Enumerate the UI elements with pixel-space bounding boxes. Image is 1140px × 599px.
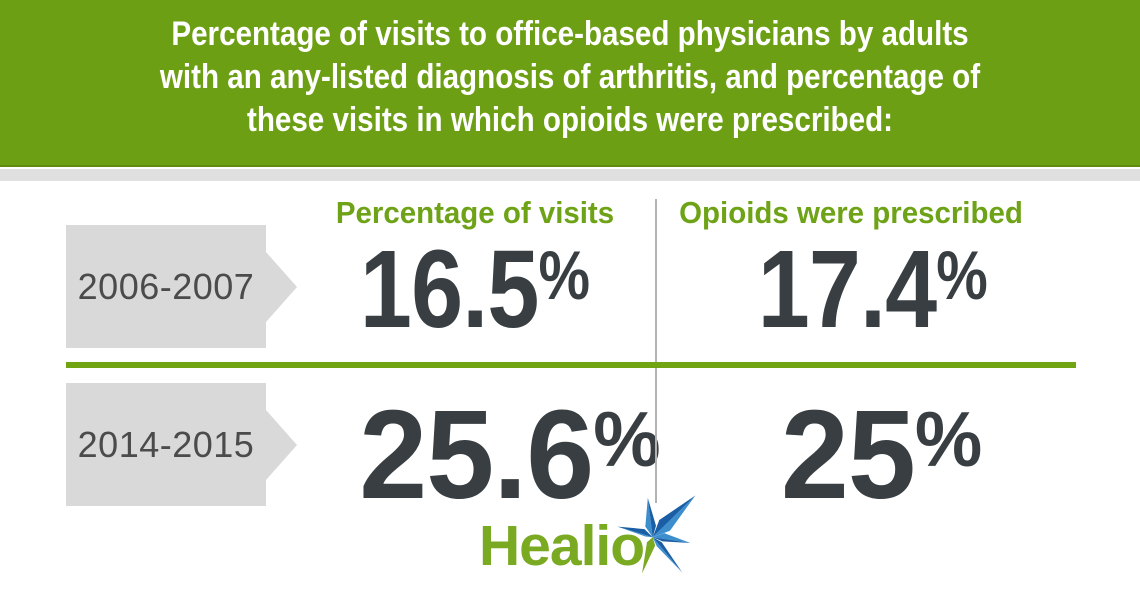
- title-line-3: these visits in which opioids were presc…: [246, 101, 894, 139]
- title-line-2: with an any-listed diagnosis of arthriti…: [159, 58, 981, 96]
- period-tag: 2006-2007: [66, 225, 297, 348]
- column-header-percentage-of-visits: Percentage of visits: [335, 195, 615, 230]
- value-number: 25.6: [359, 384, 594, 525]
- value-visits-2014-2015: 25.6%: [316, 392, 704, 518]
- value-number: 16.5: [359, 228, 539, 351]
- value-opioids-2006-2007: 17.4%: [703, 235, 1043, 345]
- header-band: [0, 0, 1140, 167]
- healio-logo-wordmark: Healio: [479, 514, 645, 578]
- value-number: 25: [780, 384, 916, 525]
- title-line-1: Percentage of visits to office-based phy…: [171, 15, 969, 53]
- value-visits-2006-2007: 16.5%: [305, 235, 645, 345]
- percent-sign: %: [936, 237, 988, 314]
- horizontal-divider: [66, 362, 1076, 368]
- arrow-right-icon: [266, 409, 297, 480]
- period-tag: 2014-2015: [66, 383, 297, 506]
- percent-sign: %: [538, 237, 591, 314]
- percent-sign: %: [593, 394, 661, 483]
- percent-sign: %: [914, 394, 983, 483]
- healio-star-icon: [617, 495, 696, 574]
- value-number: 17.4: [757, 228, 937, 351]
- header-shadow-strip: [0, 169, 1140, 181]
- vertical-divider: [655, 199, 657, 503]
- infographic-title: Percentage of visits to office-based phy…: [0, 13, 1140, 142]
- period-label: 2014-2015: [77, 423, 255, 465]
- arrow-right-icon: [266, 251, 297, 322]
- period-label: 2006-2007: [77, 265, 255, 307]
- column-header-opioids-prescribed: Opioids were prescribed: [679, 195, 1023, 230]
- value-opioids-2014-2015: 25%: [688, 392, 1076, 518]
